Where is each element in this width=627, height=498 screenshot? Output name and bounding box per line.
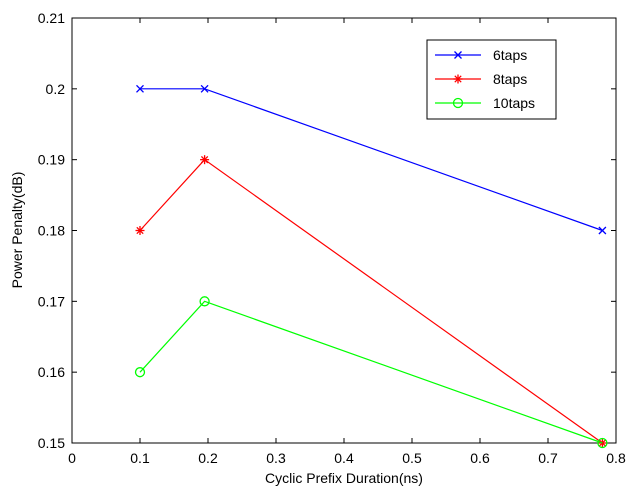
- x-tick-label: 0.5: [402, 450, 422, 466]
- y-axis-label: Power Penalty(dB): [9, 172, 25, 289]
- y-tick-label: 0.17: [38, 293, 65, 309]
- data-point-6taps: [598, 226, 607, 235]
- series-line-10taps: [139, 300, 603, 444]
- data-point-6taps: [136, 84, 144, 93]
- y-tick-label: 0.19: [38, 152, 65, 168]
- legend-label-8taps: 8taps: [493, 71, 527, 87]
- x-axis-ticks: 0 0.1 0.2 0.3 0.4 0.5 0.6 0.7 0.8: [68, 18, 626, 466]
- y-tick-label: 0.21: [38, 10, 65, 26]
- legend: 6taps 8taps 10taps: [426, 39, 557, 120]
- legend-label-6taps: 6taps: [493, 47, 527, 63]
- y-tick-label: 0.2: [46, 81, 66, 97]
- x-tick-label: 0.8: [606, 450, 626, 466]
- x-tick-label: 0.3: [266, 450, 286, 466]
- data-point-10taps: [199, 296, 210, 307]
- y-tick-label: 0.15: [38, 435, 65, 451]
- y-tick-label: 0.18: [38, 223, 65, 239]
- x-tick-label: 0: [68, 450, 76, 466]
- x-tick-label: 0.7: [538, 450, 558, 466]
- y-axis-ticks: 0.15 0.16 0.17 0.18 0.19 0.2 0.21: [38, 10, 616, 451]
- legend-label-10taps: 10taps: [493, 95, 535, 111]
- data-point-6taps: [200, 84, 209, 93]
- y-tick-label: 0.16: [38, 364, 65, 380]
- data-point-10taps: [597, 437, 608, 449]
- legend-marker-8taps: [453, 74, 463, 84]
- x-tick-label: 0.1: [130, 450, 150, 466]
- data-point-10taps: [134, 367, 146, 378]
- x-axis-label: Cyclic Prefix Duration(ns): [265, 470, 423, 486]
- x-tick-label: 0.4: [334, 450, 354, 466]
- data-point-8taps: [200, 155, 210, 165]
- x-tick-label: 0.6: [470, 450, 490, 466]
- data-point-8taps: [135, 226, 145, 235]
- x-tick-label: 0.2: [198, 450, 218, 466]
- series-layer: [134, 84, 608, 449]
- legend-marker-10taps: [452, 97, 464, 109]
- legend-marker-6taps: [454, 51, 462, 59]
